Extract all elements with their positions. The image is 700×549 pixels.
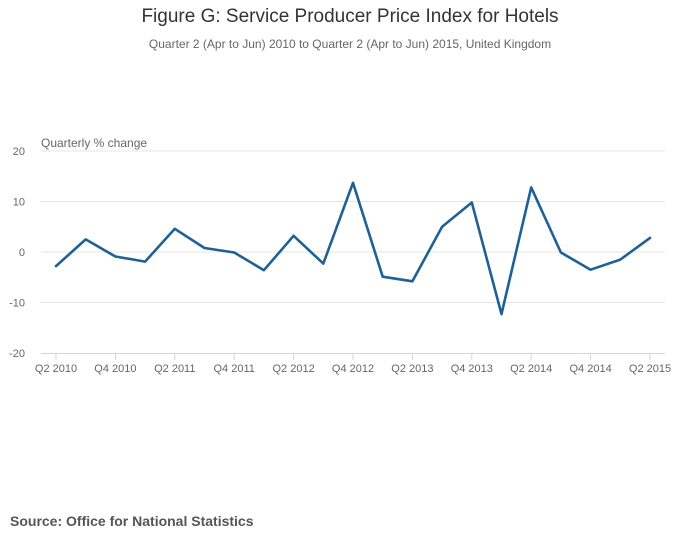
y-tick-label: 10 xyxy=(13,197,25,209)
y-axis: 20 10 0 -10 -20 xyxy=(9,146,25,360)
data-point xyxy=(292,235,295,237)
data-point xyxy=(411,280,414,283)
y-tick-label: 0 xyxy=(19,247,25,259)
x-tick-label: Q4 2012 xyxy=(332,363,374,375)
data-point xyxy=(263,269,265,271)
x-tick-label: Q4 2010 xyxy=(94,363,136,375)
data-point xyxy=(441,225,443,228)
data-point xyxy=(322,262,325,265)
data-point xyxy=(174,227,176,230)
y-tick-label: -20 xyxy=(9,348,25,360)
data-point xyxy=(530,186,532,189)
x-tick-label: Q4 2014 xyxy=(569,363,611,375)
data-point xyxy=(560,251,562,254)
x-axis-labels: Q2 2010 Q4 2010 Q2 2011 Q4 2011 Q2 2012 Q4 20… xyxy=(35,363,671,375)
gridlines xyxy=(41,150,665,303)
data-point xyxy=(589,268,592,271)
data-point xyxy=(500,313,503,315)
x-tick-label: Q2 2010 xyxy=(35,363,77,375)
source-note: Source: Office for National Statistics xyxy=(10,513,254,529)
data-point xyxy=(619,258,622,261)
series-layer xyxy=(54,181,652,316)
y-axis-title: Quarterly % change xyxy=(41,136,147,150)
chart-subtitle: Quarter 2 (Apr to Jun) 2010 to Quarter 2… xyxy=(148,37,552,51)
data-point xyxy=(203,247,206,249)
data-point xyxy=(55,265,57,267)
data-point xyxy=(84,238,87,241)
x-tick-label: Q4 2013 xyxy=(451,363,493,375)
data-point xyxy=(381,275,384,278)
y-tick-label: -10 xyxy=(9,298,25,310)
y-tick-label: 20 xyxy=(13,146,25,158)
x-tick-label: Q4 2011 xyxy=(214,363,255,375)
x-tick-label: Q2 2013 xyxy=(391,363,433,375)
data-point xyxy=(649,237,651,239)
data-point xyxy=(233,251,235,254)
x-tick-label: Q2 2011 xyxy=(154,363,195,375)
data-point xyxy=(471,201,473,204)
data-point xyxy=(144,260,146,263)
chart-title: Figure G: Service Producer Price Index f… xyxy=(141,6,559,27)
data-point xyxy=(352,182,354,184)
data-point xyxy=(114,255,117,258)
x-axis xyxy=(41,353,665,360)
x-tick-label: Q2 2012 xyxy=(272,363,314,375)
series-line xyxy=(54,181,652,316)
x-tick-label: Q2 2015 xyxy=(629,363,671,375)
x-tick-label: Q2 2014 xyxy=(510,363,552,375)
